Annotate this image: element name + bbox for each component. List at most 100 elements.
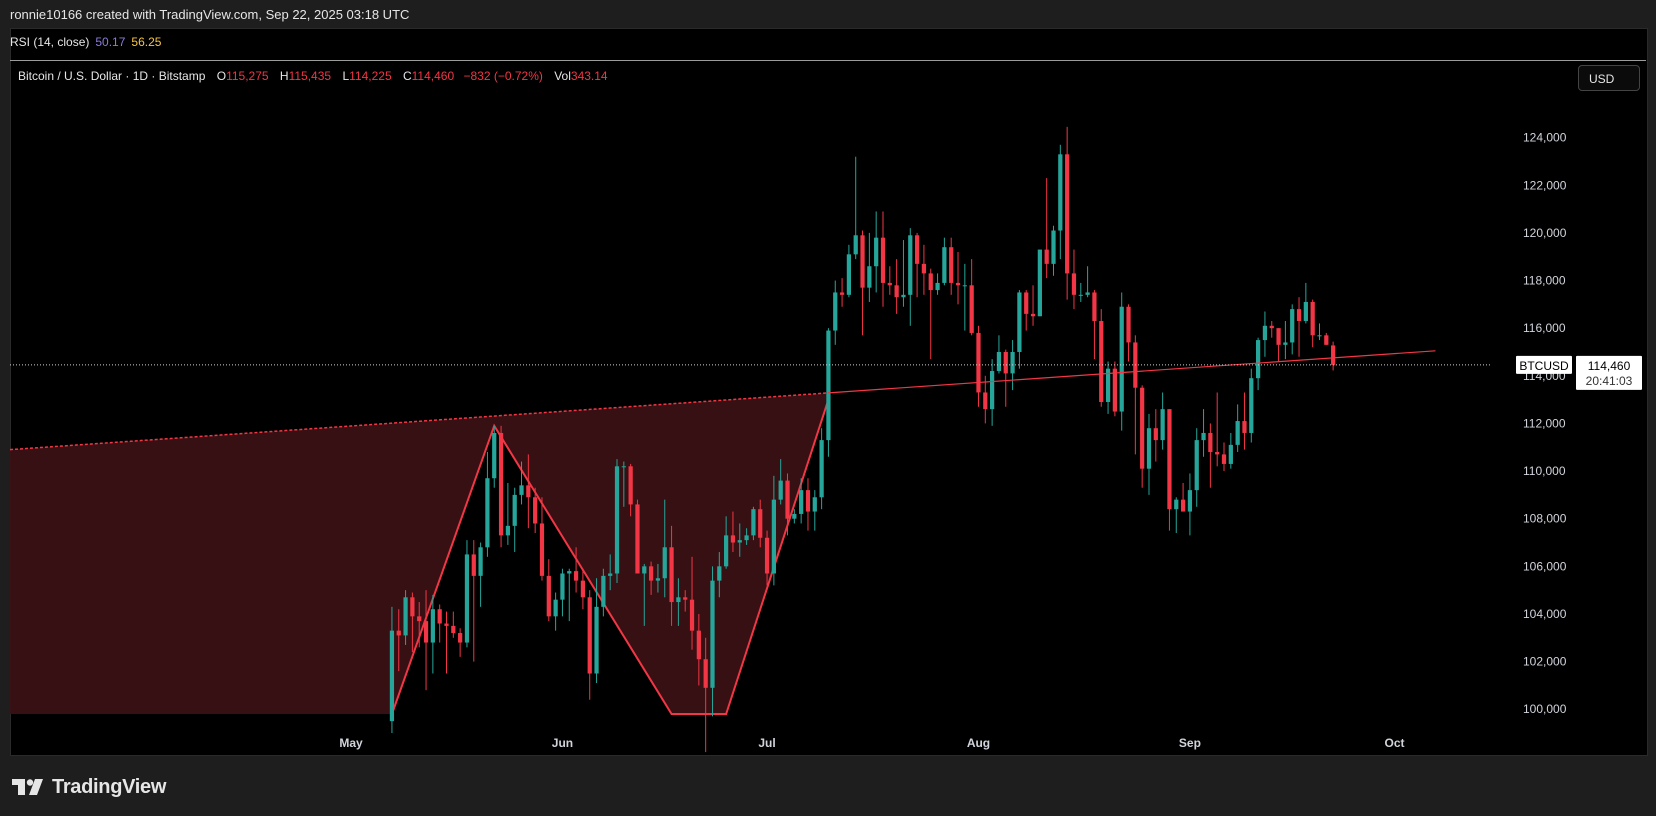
candle <box>1105 361 1111 414</box>
candle-body <box>955 282 961 286</box>
candle <box>1092 290 1097 360</box>
candle-body <box>512 494 517 526</box>
price-tick-label: 108,000 <box>1523 512 1567 526</box>
candle-body <box>778 480 783 500</box>
candle <box>1269 321 1274 338</box>
candle <box>928 268 933 360</box>
rsi-legend[interactable]: RSI (14, close) 50.17 56.25 <box>10 32 161 52</box>
candle <box>451 611 456 638</box>
currency-button[interactable]: USD <box>1578 65 1640 91</box>
candle-body <box>655 578 661 581</box>
candle-body <box>423 621 429 643</box>
candle <box>990 359 995 426</box>
candle <box>1146 413 1152 495</box>
candle <box>758 499 763 548</box>
candle-body <box>799 490 804 514</box>
candle <box>635 499 640 574</box>
candle-body <box>696 630 701 660</box>
candle <box>1044 178 1049 279</box>
candle <box>492 425 497 488</box>
candle <box>724 516 729 569</box>
candle-body <box>860 235 865 288</box>
candle <box>1235 404 1240 453</box>
pattern-zigzag-line <box>390 399 830 715</box>
candle-body <box>648 566 654 581</box>
candle <box>573 547 579 593</box>
candle <box>717 552 722 598</box>
price-tick-label: 100,000 <box>1523 702 1567 716</box>
candle-body <box>689 599 695 631</box>
candle <box>846 244 852 298</box>
candle-body <box>417 616 422 622</box>
candle <box>1303 282 1308 324</box>
candle-body <box>437 609 442 624</box>
candle-body <box>1010 351 1015 374</box>
candle-body <box>949 247 954 283</box>
time-tick-label: Oct <box>1385 736 1405 750</box>
tradingview-brand: TradingView <box>52 775 167 798</box>
candle <box>1017 290 1022 369</box>
candle-body <box>683 597 688 600</box>
volume-value: 343.14 <box>570 69 608 83</box>
candle-body <box>614 466 620 574</box>
candle <box>1065 126 1070 300</box>
candle <box>648 561 654 595</box>
candle <box>642 563 647 626</box>
candle-body <box>1174 499 1179 510</box>
symbol-legend[interactable]: Bitcoin / U.S. Dollar · 1D · Bitstamp O1… <box>18 66 608 86</box>
candle <box>526 454 531 529</box>
candle <box>594 578 599 684</box>
candle <box>485 452 490 557</box>
candle <box>437 604 442 643</box>
candle-body <box>867 266 872 288</box>
candle <box>969 259 974 336</box>
candle <box>553 592 558 631</box>
candle-body <box>1269 325 1274 329</box>
price-tick-label: 110,000 <box>1523 464 1566 478</box>
candle-body <box>573 571 579 581</box>
candle-body <box>430 609 435 643</box>
candle <box>389 606 395 734</box>
tradingview-logo[interactable]: TradingView <box>12 776 166 798</box>
pane-separator[interactable] <box>10 60 1646 61</box>
candle <box>833 280 838 345</box>
candle-body <box>805 490 811 512</box>
candle-body <box>758 509 763 538</box>
candle-body <box>976 332 981 393</box>
time-tick-label: Aug <box>967 736 990 750</box>
candle <box>1099 309 1104 407</box>
candle-body <box>471 554 476 576</box>
candle <box>669 525 674 626</box>
symbol-badge-label: BTCUSD <box>1519 359 1569 373</box>
candle <box>764 530 770 586</box>
candle-body <box>1201 432 1206 441</box>
candle-body <box>990 371 995 410</box>
candle-body <box>737 540 742 543</box>
candle <box>880 211 886 307</box>
candle-body <box>1235 421 1240 445</box>
last-price-value: 114,460 <box>1588 359 1631 373</box>
candle-body <box>669 547 674 603</box>
candle <box>567 568 572 622</box>
candle <box>744 528 749 545</box>
time-tick-label: Sep <box>1179 736 1201 750</box>
candle <box>505 482 510 545</box>
candle <box>1160 392 1165 450</box>
candle <box>1208 423 1213 488</box>
candle-body <box>1180 499 1186 512</box>
candle-body <box>942 247 947 283</box>
symbol-title[interactable]: Bitcoin / U.S. Dollar · 1D · Bitstamp <box>18 69 206 83</box>
top-caption-bar: ronnie10166 created with TradingView.com… <box>0 0 1656 28</box>
candle-body <box>1208 432 1213 453</box>
candle <box>921 244 927 295</box>
rsi-ma-value: 56.25 <box>131 35 162 49</box>
candle-body <box>833 292 838 331</box>
resistance-trendline-dashed <box>9 392 829 451</box>
candle <box>1078 282 1083 302</box>
candle-body <box>444 623 449 626</box>
candle <box>601 568 606 617</box>
candle <box>683 590 688 612</box>
open-label: O <box>216 69 227 83</box>
candle <box>1051 225 1056 276</box>
